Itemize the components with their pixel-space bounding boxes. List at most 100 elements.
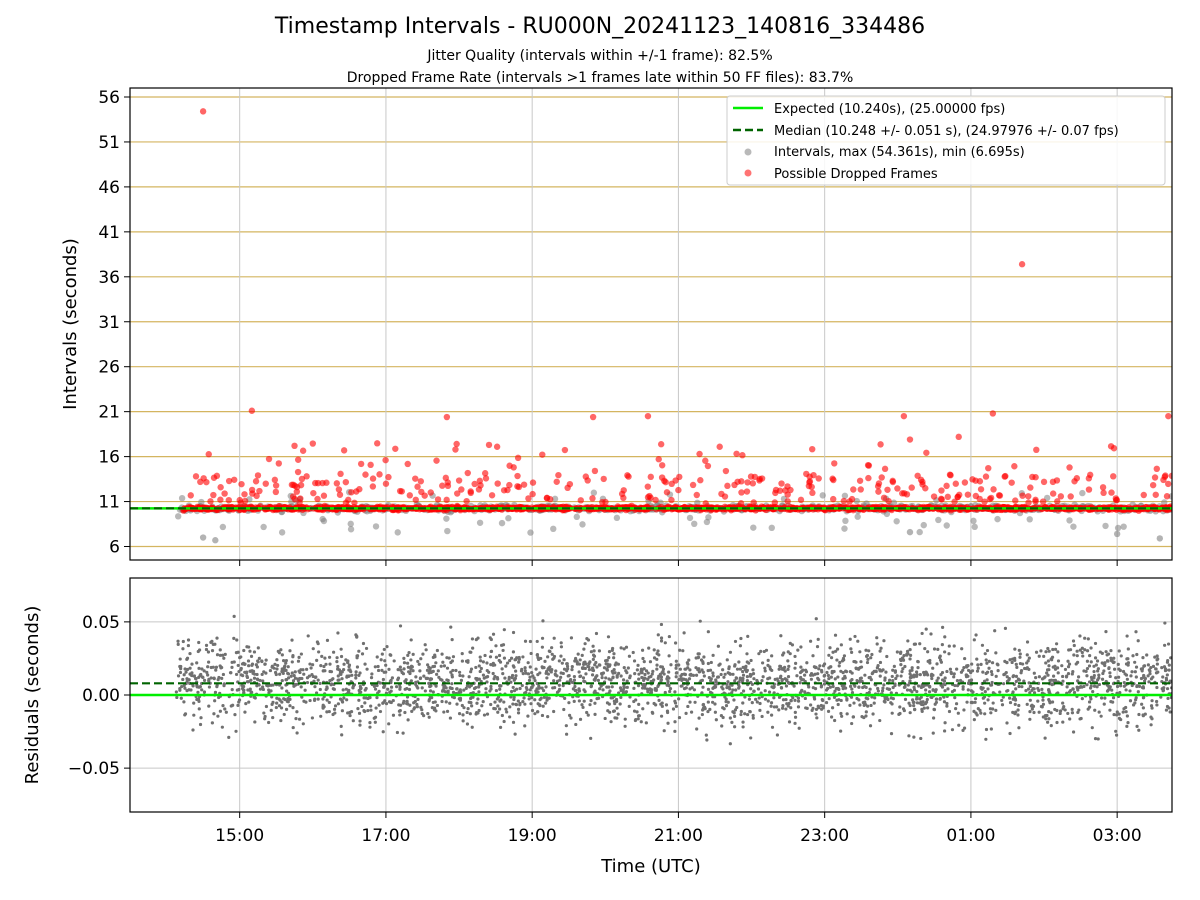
residual-point	[1008, 696, 1012, 700]
residual-point	[280, 686, 284, 690]
residual-point	[511, 702, 515, 706]
residual-point	[691, 673, 696, 677]
residual-point	[247, 700, 251, 704]
residual-point	[636, 717, 640, 721]
residual-point	[389, 678, 393, 682]
residual-point	[770, 654, 774, 658]
interval-point	[212, 537, 219, 544]
residual-point	[283, 664, 287, 668]
residual-point	[601, 688, 605, 692]
residual-point	[1032, 710, 1036, 715]
residual-point	[535, 639, 539, 644]
residual-point	[256, 646, 260, 650]
dropped-frame-point	[309, 440, 317, 447]
dropped-frame-point	[493, 443, 501, 450]
dropped-frame-point	[1049, 478, 1057, 486]
dropped-frame-point	[291, 495, 298, 503]
dropped-frame-point	[744, 479, 751, 486]
residual-point	[814, 707, 819, 711]
residual-point	[763, 697, 768, 701]
residual-point	[1147, 680, 1151, 684]
residual-point	[243, 662, 247, 666]
dropped-frame-point	[1085, 486, 1093, 493]
residual-point	[759, 649, 763, 653]
residual-point	[831, 684, 835, 689]
residual-point	[373, 665, 377, 669]
dropped-frame-point	[577, 497, 584, 504]
residual-point	[687, 677, 692, 681]
dropped-frame-point	[668, 480, 675, 488]
residual-point	[899, 662, 903, 667]
residual-point	[1118, 668, 1122, 673]
residual-point	[749, 736, 753, 740]
residual-point	[990, 661, 995, 665]
residual-point	[943, 676, 947, 680]
residual-point	[1169, 656, 1172, 660]
chart-subtitle-dropped: Dropped Frame Rate (intervals >1 frames …	[346, 70, 854, 86]
residual-point	[641, 707, 645, 711]
interval-point	[1102, 522, 1109, 530]
residual-point	[354, 670, 358, 674]
dropped-frame-point	[661, 477, 668, 485]
residual-point	[511, 650, 516, 654]
residual-point	[891, 668, 895, 672]
residual-point	[912, 704, 916, 708]
residual-point	[905, 649, 910, 653]
residual-point	[961, 668, 965, 672]
interval-point	[174, 513, 182, 520]
residual-point	[721, 706, 725, 710]
residual-point	[523, 639, 528, 643]
residual-point	[766, 710, 770, 714]
residual-point	[960, 647, 964, 651]
dropped-frame-point	[624, 472, 631, 479]
residual-point	[988, 707, 993, 711]
residual-point	[336, 702, 341, 706]
dropped-frame-point	[1057, 493, 1065, 500]
residual-point	[783, 669, 787, 673]
residual-point	[214, 665, 219, 669]
residual-point	[796, 705, 801, 709]
residual-point	[989, 711, 993, 715]
residual-point	[183, 713, 187, 717]
dropped-frame-point	[1054, 498, 1061, 505]
residual-point	[253, 720, 257, 724]
interval-point	[613, 514, 621, 522]
residual-point	[1099, 714, 1103, 718]
residual-point	[211, 642, 215, 646]
residual-point	[679, 684, 683, 688]
residual-point	[1032, 687, 1036, 691]
residual-point	[869, 703, 873, 708]
residual-point	[739, 636, 743, 641]
residual-point	[787, 720, 792, 724]
dropped-frame-point	[238, 480, 245, 488]
dropped-frame-point	[333, 480, 341, 487]
residual-point	[773, 677, 777, 681]
residual-point	[444, 700, 448, 704]
residual-point	[474, 676, 478, 681]
residual-point	[1153, 655, 1157, 659]
residual-point	[186, 638, 191, 642]
dropped-frame-point	[362, 471, 369, 478]
residual-point	[178, 657, 182, 661]
residual-point	[976, 666, 980, 670]
residual-point	[230, 665, 234, 669]
residual-point	[888, 678, 892, 682]
residual-point	[284, 707, 289, 711]
interval-point	[320, 517, 328, 525]
residual-point	[197, 707, 201, 711]
residual-point	[521, 700, 525, 704]
residual-point	[659, 639, 664, 643]
residual-point	[253, 696, 257, 700]
residual-point	[828, 685, 832, 689]
residual-point	[955, 679, 960, 683]
dropped-frame-point	[702, 457, 709, 464]
residual-point	[551, 686, 555, 690]
residual-point	[455, 702, 459, 706]
residual-point	[206, 673, 210, 677]
residual-point	[1167, 668, 1171, 672]
residual-point	[986, 687, 990, 691]
residual-point	[891, 685, 895, 690]
residual-point	[659, 714, 664, 718]
residual-point	[589, 736, 593, 740]
residual-point	[387, 667, 391, 671]
